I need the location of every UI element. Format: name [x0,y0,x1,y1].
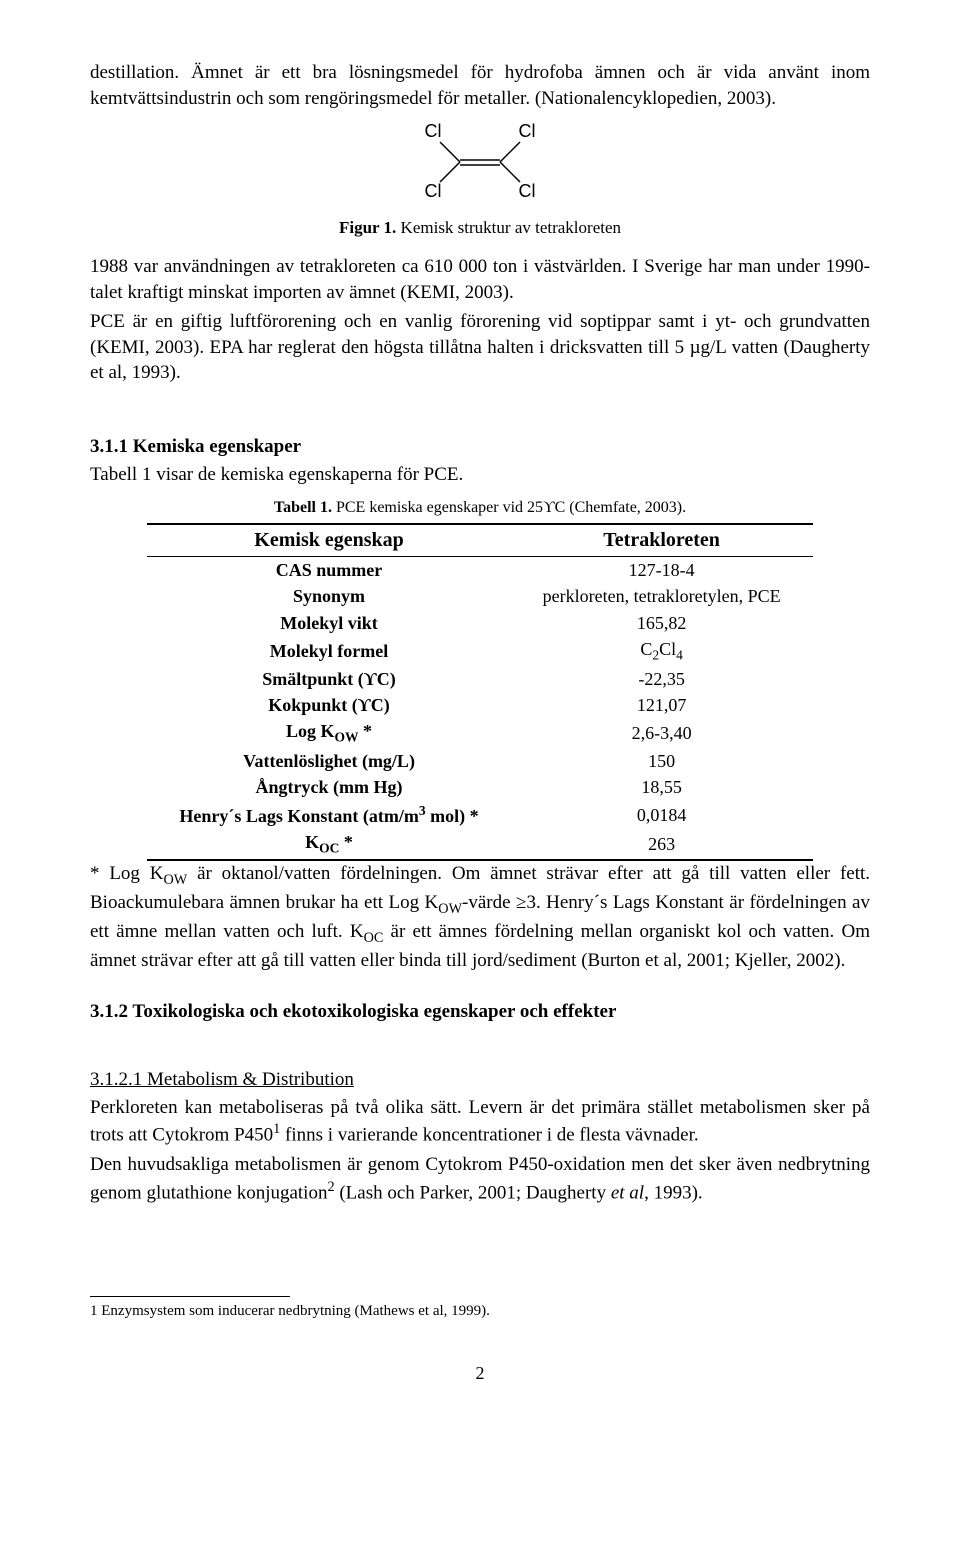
property-value: 150 [511,748,813,774]
header-right: Tetrakloreten [511,524,813,557]
property-label: KOC * [147,829,510,860]
table-row: Ångtryck (mm Hg)18,55 [147,774,812,800]
property-value: 127-18-4 [511,556,813,583]
property-value: perkloreten, tetrakloretylen, PCE [511,583,813,609]
table-caption: Tabell 1. PCE kemiska egenskaper vid 25ϒ… [90,497,870,519]
metab-paragraph-1: Perkloreten kan metaboliseras på två oli… [90,1095,870,1149]
usage-paragraph: 1988 var användningen av tetrakloreten c… [90,254,870,305]
table-row: Molekyl vikt165,82 [147,610,812,636]
property-label: Molekyl formel [147,636,510,666]
table-header-row: Kemisk egenskap Tetrakloreten [147,524,812,557]
table-row: Vattenlöslighet (mg/L)150 [147,748,812,774]
pce-paragraph: PCE är en giftig luftförorening och en v… [90,309,870,386]
property-value: 2,6-3,40 [511,718,813,748]
figure-caption: Figur 1. Kemisk struktur av tetraklorete… [90,217,870,240]
svg-text:Cl: Cl [425,181,442,201]
property-label: Log KOW * [147,718,510,748]
footnote-1: 1 Enzymsystem som inducerar nedbrytning … [90,1301,870,1321]
footnote-separator [90,1296,290,1297]
section-3-1-1-title: 3.1.1 Kemiska egenskaper [90,434,870,460]
svg-text:Cl: Cl [425,121,442,141]
section-3-1-2-1-title: 3.1.2.1 Metabolism & Distribution [90,1067,870,1093]
metab-paragraph-2: Den huvudsakliga metabolismen är genom C… [90,1152,870,1206]
property-value: 121,07 [511,692,813,718]
page-number: 2 [90,1361,870,1385]
properties-table: Kemisk egenskap Tetrakloreten CAS nummer… [147,523,812,861]
property-label: Henry´s Lags Konstant (atm/m3 mol) * [147,801,510,829]
table-footnote: * Log KOW är oktanol/vatten fördelningen… [90,861,870,974]
property-value: 263 [511,829,813,860]
table-row: Synonymperkloreten, tetrakloretylen, PCE [147,583,812,609]
section-3-1-2-title: 3.1.2 Toxikologiska och ekotoxikologiska… [90,999,870,1025]
property-value: C2Cl4 [511,636,813,666]
property-value: 18,55 [511,774,813,800]
property-label: Ångtryck (mm Hg) [147,774,510,800]
svg-text:Cl: Cl [519,121,536,141]
property-label: CAS nummer [147,556,510,583]
property-label: Vattenlöslighet (mg/L) [147,748,510,774]
property-label: Kokpunkt (ϒC) [147,692,510,718]
header-left: Kemisk egenskap [147,524,510,557]
table-row: Molekyl formelC2Cl4 [147,636,812,666]
molecule-diagram: Cl Cl Cl Cl [405,117,555,215]
property-value: 165,82 [511,610,813,636]
intro-paragraph: destillation. Ämnet är ett bra lösningsm… [90,60,870,111]
table-row: Smältpunkt (ϒC)-22,35 [147,666,812,692]
property-label: Smältpunkt (ϒC) [147,666,510,692]
kemprops-intro: Tabell 1 visar de kemiska egenskaperna f… [90,462,870,488]
svg-text:Cl: Cl [519,181,536,201]
table-row: CAS nummer127-18-4 [147,556,812,583]
table-row: Henry´s Lags Konstant (atm/m3 mol) *0,01… [147,801,812,829]
table-row: Log KOW *2,6-3,40 [147,718,812,748]
figure-1: Cl Cl Cl Cl Figur 1. Kemisk struktur av … [90,117,870,240]
table-row: KOC *263 [147,829,812,860]
property-value: 0,0184 [511,801,813,829]
property-label: Synonym [147,583,510,609]
table-row: Kokpunkt (ϒC)121,07 [147,692,812,718]
property-value: -22,35 [511,666,813,692]
property-label: Molekyl vikt [147,610,510,636]
